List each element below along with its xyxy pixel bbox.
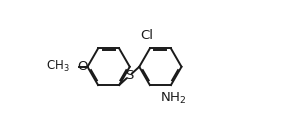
Text: NH$_2$: NH$_2$ — [160, 91, 187, 106]
Text: CH$_3$: CH$_3$ — [46, 59, 70, 74]
Text: Cl: Cl — [141, 29, 154, 42]
Text: O: O — [77, 60, 87, 73]
Text: S: S — [125, 69, 133, 82]
